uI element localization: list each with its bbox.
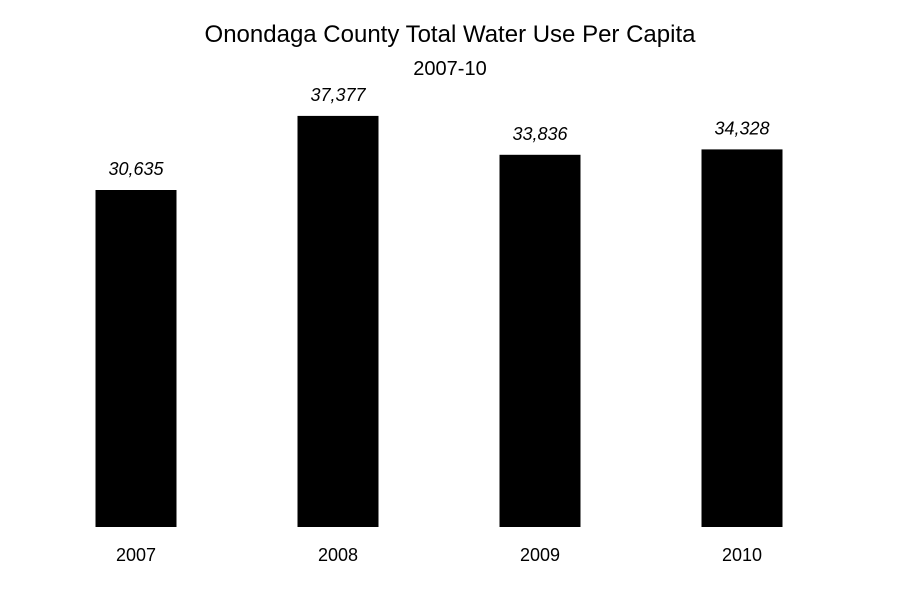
- x-tick-label-2009: 2009: [520, 545, 560, 565]
- x-tick-label-2008: 2008: [318, 545, 358, 565]
- data-label-2008: 37,377: [310, 85, 366, 105]
- data-label-2010: 34,328: [714, 118, 769, 138]
- bar-2010: [701, 149, 783, 527]
- chart-title: Onondaga County Total Water Use Per Capi…: [204, 21, 696, 48]
- bar-2008: [297, 115, 379, 528]
- chart-subtitle: 2007-10: [413, 58, 487, 80]
- x-tick-label-2010: 2010: [722, 545, 762, 565]
- data-label-2009: 33,836: [512, 124, 568, 144]
- bar-2007: [95, 190, 177, 527]
- x-tick-label-2007: 2007: [116, 545, 156, 565]
- bar-2009: [499, 154, 581, 528]
- data-label-2007: 30,635: [108, 159, 164, 179]
